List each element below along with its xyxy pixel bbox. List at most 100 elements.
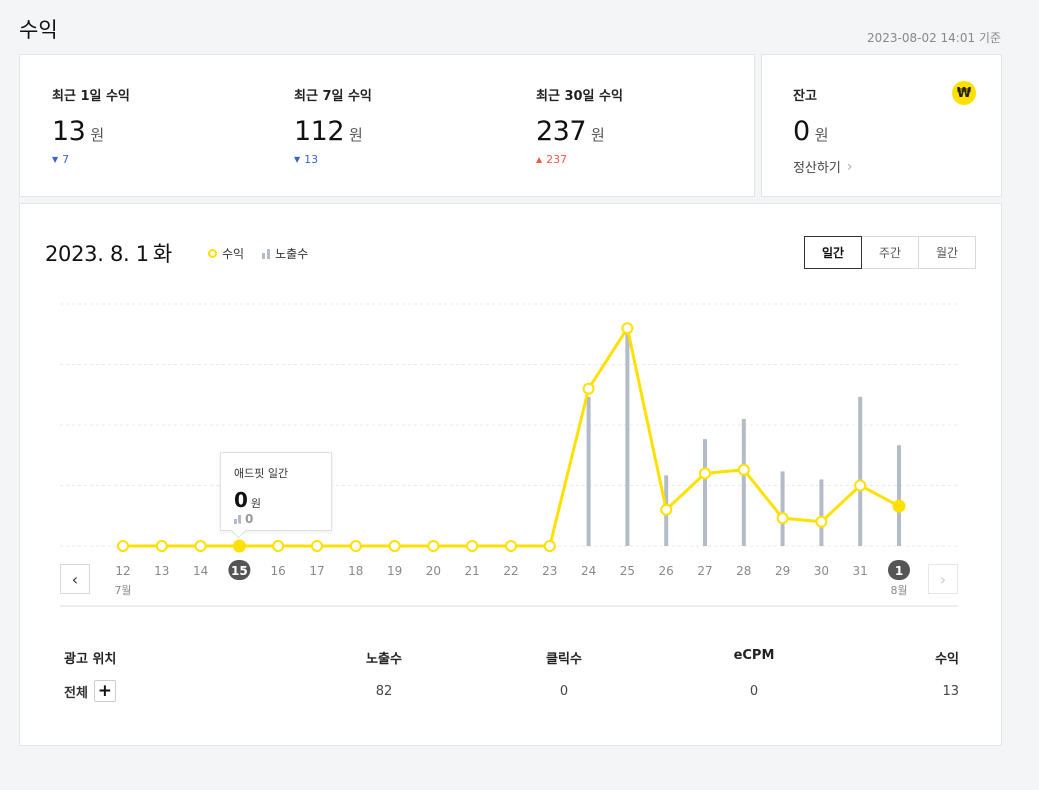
x-tick-label[interactable]: 21: [465, 564, 480, 578]
bar-icon: [234, 514, 241, 524]
x-tick-label[interactable]: 20: [426, 564, 441, 578]
header-revenue: 수익: [935, 652, 959, 667]
month-label: 7월: [114, 584, 131, 597]
selected-tick-badge: [228, 560, 251, 580]
stat-delta-value: 13: [304, 153, 319, 166]
impressions-bar: [897, 445, 901, 546]
x-tick-label[interactable]: 29: [775, 564, 790, 578]
tab-monthly[interactable]: 월간: [918, 236, 976, 269]
revenue-point[interactable]: [699, 467, 711, 480]
tooltip-title: 애드핏 일간: [234, 467, 289, 480]
stat-label: 최근 30일 수익: [536, 89, 623, 104]
chevron-right-icon: ›: [846, 158, 853, 175]
stat-delta: ▼ 13: [294, 153, 372, 166]
revenue-point[interactable]: [621, 322, 634, 335]
revenue-point[interactable]: [155, 540, 168, 552]
x-tick-label[interactable]: 16: [271, 564, 286, 578]
revenue-point[interactable]: [854, 479, 867, 492]
x-tick-label[interactable]: 24: [581, 564, 596, 578]
x-tick-label[interactable]: 18: [348, 564, 363, 578]
x-tick-label[interactable]: 13: [154, 564, 169, 578]
stat-delta-value: 7: [62, 153, 70, 166]
stat-30day: 최근 30일 수익 237 원 ▲ 237: [536, 85, 623, 166]
x-tick-label[interactable]: 27: [697, 564, 712, 578]
balance-card: 잔고 0 원 정산하기 › ₩: [761, 54, 1002, 197]
header-place: 광고 위치: [64, 652, 117, 667]
x-tick-label[interactable]: 25: [620, 564, 635, 578]
revenue-point[interactable]: [349, 540, 362, 552]
stat-value: 237: [536, 116, 587, 147]
stat-7day: 최근 7일 수익 112 원 ▼ 13: [294, 85, 372, 166]
balance-stat: 잔고 0 원 정산하기 ›: [793, 85, 852, 176]
legend-revenue-label: 수익: [222, 247, 245, 261]
x-tick-label[interactable]: 14: [193, 564, 208, 578]
impressions-bar: [625, 324, 630, 546]
revenue-point[interactable]: [776, 512, 789, 525]
impressions-bar: [780, 471, 785, 546]
updated-timestamp: 2023-08-02 14:01 기준: [866, 31, 1001, 45]
chart-tooltip: 애드핏 일간 0 원 0: [220, 452, 332, 531]
row-ecpm: 0: [749, 684, 759, 699]
tooltip-value: 0: [234, 488, 248, 512]
balance-label: 잔고: [793, 89, 817, 104]
x-tick-label[interactable]: 22: [503, 564, 518, 578]
balance-unit: 원: [814, 126, 829, 144]
x-tick-label[interactable]: 30: [814, 564, 829, 578]
x-tick-label[interactable]: 1: [895, 564, 903, 578]
tab-daily[interactable]: 일간: [804, 236, 862, 269]
chart-date-value: 2023. 8. 1: [45, 242, 149, 266]
down-triangle-icon: ▼: [294, 155, 301, 164]
revenue-point[interactable]: [543, 540, 556, 552]
revenue-point[interactable]: [660, 503, 673, 516]
settle-link[interactable]: 정산하기 ›: [793, 157, 853, 177]
circle-icon: [208, 249, 217, 258]
x-tick-label[interactable]: 17: [309, 564, 324, 578]
legend-impressions: 노출수: [262, 245, 308, 262]
x-tick-label[interactable]: 19: [387, 564, 402, 578]
x-tick-label[interactable]: 23: [542, 564, 557, 578]
stat-unit: 원: [90, 126, 105, 144]
stat-1day: 최근 1일 수익 13 원 ▼ 7: [52, 85, 130, 166]
impressions-bar: [858, 396, 863, 546]
chart-legend: 수익 노출수: [208, 245, 308, 262]
stat-label: 최근 1일 수익: [52, 89, 130, 104]
expand-plus-button[interactable]: +: [93, 680, 116, 702]
revenue-point[interactable]: [388, 540, 401, 552]
revenue-point[interactable]: [815, 515, 828, 528]
row-place: 전체 +: [64, 680, 116, 702]
month-label: 8월: [890, 584, 907, 597]
revenue-point[interactable]: [582, 382, 595, 395]
stat-unit: 원: [591, 126, 605, 144]
revenue-point[interactable]: [232, 539, 246, 553]
revenue-point[interactable]: [311, 540, 323, 552]
chevron-left-icon: ‹: [71, 569, 79, 589]
chart-next-button[interactable]: ›: [928, 564, 958, 594]
tooltip-unit: 원: [250, 497, 262, 510]
revenue-summary-card: 최근 1일 수익 13 원 ▼ 7 최근 7일 수익 112 원 ▼ 13 최근…: [19, 54, 755, 197]
x-tick-label[interactable]: 28: [736, 564, 751, 578]
revenue-point[interactable]: [892, 499, 906, 513]
revenue-point[interactable]: [427, 540, 440, 552]
settle-link-label: 정산하기: [793, 161, 841, 176]
x-tick-label[interactable]: 15: [231, 564, 248, 578]
chart-weekday: 화: [152, 242, 172, 266]
revenue-point[interactable]: [272, 540, 285, 552]
impressions-bar: [741, 418, 746, 546]
revenue-point[interactable]: [194, 540, 207, 552]
row-impressions: 82: [375, 684, 393, 699]
stat-delta-value: 237: [546, 153, 568, 166]
chart-prev-button[interactable]: ‹: [60, 564, 90, 594]
x-tick-label[interactable]: 31: [853, 564, 868, 578]
won-coin-icon: ₩: [952, 81, 976, 105]
revenue-point[interactable]: [737, 463, 750, 476]
stat-value: 13: [52, 116, 86, 147]
x-tick-label[interactable]: 26: [659, 564, 674, 578]
revenue-point[interactable]: [117, 540, 129, 552]
x-tick-label[interactable]: 12: [115, 564, 130, 578]
revenue-point[interactable]: [466, 540, 479, 552]
chevron-right-icon: ›: [939, 569, 947, 589]
row-revenue: 13: [942, 684, 959, 699]
revenue-point[interactable]: [505, 540, 517, 552]
